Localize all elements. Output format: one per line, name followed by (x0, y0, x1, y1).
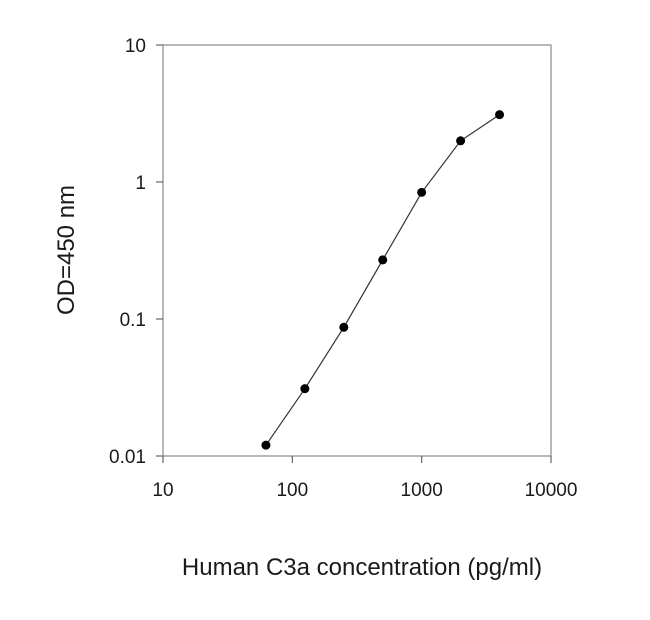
data-points (261, 110, 505, 450)
y-tick-label: 1 (135, 173, 146, 194)
y-axis-ticks: 0.01 0.1 1 10 (109, 36, 163, 468)
data-point (495, 110, 505, 120)
plot-frame (162, 44, 552, 457)
y-tick-label: 10 (125, 36, 146, 57)
x-tick-label: 1000 (401, 480, 443, 501)
series-line (265, 114, 500, 446)
data-point (417, 187, 427, 197)
x-axis-ticks: 10 100 1000 10000 (152, 456, 577, 501)
x-tick-label: 100 (276, 480, 308, 501)
data-point (456, 136, 466, 146)
data-point (339, 322, 349, 332)
x-tick-label: 10000 (525, 480, 578, 501)
data-point (261, 440, 271, 450)
data-point (300, 384, 310, 394)
y-tick-label: 0.1 (120, 310, 146, 331)
y-axis-title: OD=450 nm (53, 185, 80, 315)
data-point (378, 255, 388, 265)
x-tick-label: 10 (152, 480, 173, 501)
x-axis-title: Human C3a concentration (pg/ml) (182, 554, 542, 581)
y-tick-label: 0.01 (109, 447, 146, 468)
